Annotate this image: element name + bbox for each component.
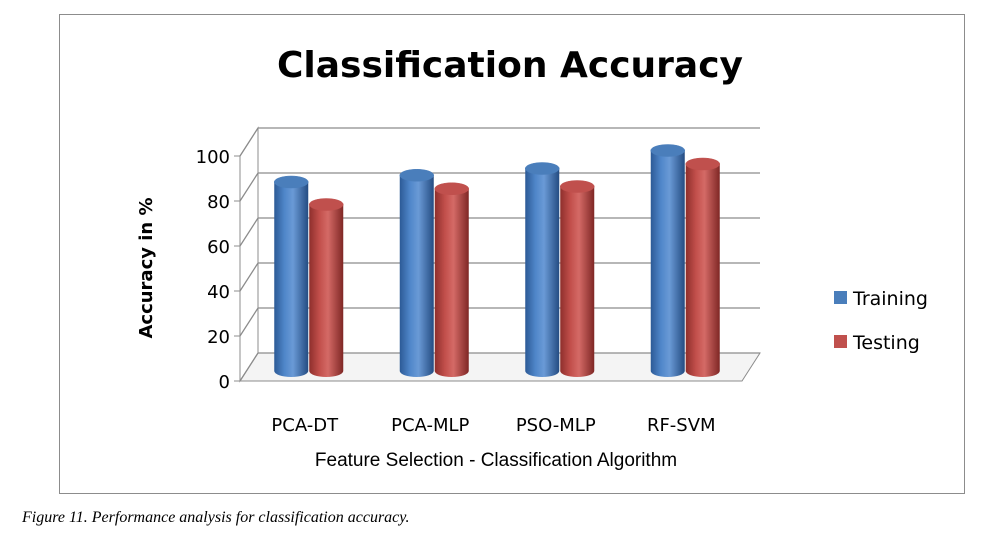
bar-top-cap <box>525 162 560 175</box>
y-tick-label: 60 <box>207 237 230 258</box>
legend-swatch-testing <box>834 335 847 348</box>
bar-top-cap <box>685 157 720 171</box>
bar-training-pso-mlp <box>525 162 560 377</box>
bar-training-pca-mlp <box>399 169 434 377</box>
legend-swatch-training <box>834 291 847 304</box>
side-wall <box>239 126 259 383</box>
bar-body <box>650 150 685 377</box>
bar-top-cap <box>274 175 309 189</box>
x-tick-label: RF-SVM <box>647 415 716 436</box>
bar-top-cap <box>309 198 344 211</box>
x-tick-label: PSO-MLP <box>516 415 596 436</box>
figure-caption: Figure 11. Performance analysis for clas… <box>22 509 410 526</box>
chart-frame <box>59 14 965 494</box>
bar-testing-pso-mlp <box>560 180 595 377</box>
legend-label-training: Training <box>852 288 928 310</box>
bar-top-cap <box>434 182 469 195</box>
bar-body <box>560 186 595 377</box>
y-tick-label: 80 <box>207 192 230 213</box>
y-tick-label: 0 <box>219 372 230 393</box>
bar-testing-rf-svm <box>685 157 720 377</box>
bar-top-cap <box>399 169 434 182</box>
bar-body <box>525 168 560 377</box>
y-tick-labels: 0 20 40 60 80 100 <box>196 147 230 393</box>
x-tick-label: PCA-MLP <box>391 415 469 436</box>
y-tick-label: 40 <box>207 282 230 303</box>
bar-testing-pca-mlp <box>434 182 469 377</box>
bars <box>274 144 720 377</box>
chart-walls <box>239 126 761 383</box>
x-axis-label: Feature Selection - Classification Algor… <box>315 450 677 471</box>
bar-training-pca-dt <box>274 175 309 377</box>
bar-body <box>309 204 344 377</box>
bar-testing-pca-dt <box>309 198 344 377</box>
bar-body <box>274 182 309 377</box>
legend: Training Testing <box>834 288 928 354</box>
x-tick-labels: PCA-DT PCA-MLP PSO-MLP RF-SVM <box>271 415 715 436</box>
x-tick-label: PCA-DT <box>271 415 339 436</box>
chart-title: Classification Accuracy <box>277 45 743 86</box>
bar-body <box>685 164 720 377</box>
bar-training-rf-svm <box>650 144 685 377</box>
legend-label-testing: Testing <box>852 332 920 354</box>
gridline <box>239 172 760 202</box>
bar-body <box>399 175 434 377</box>
bar-top-cap <box>560 180 595 193</box>
y-tick-label: 100 <box>196 147 230 168</box>
y-axis-label: Accuracy in % <box>136 197 157 338</box>
gridline <box>239 127 760 157</box>
bar-top-cap <box>650 144 685 157</box>
y-tick-label: 20 <box>207 327 230 348</box>
bar-body <box>434 188 469 377</box>
